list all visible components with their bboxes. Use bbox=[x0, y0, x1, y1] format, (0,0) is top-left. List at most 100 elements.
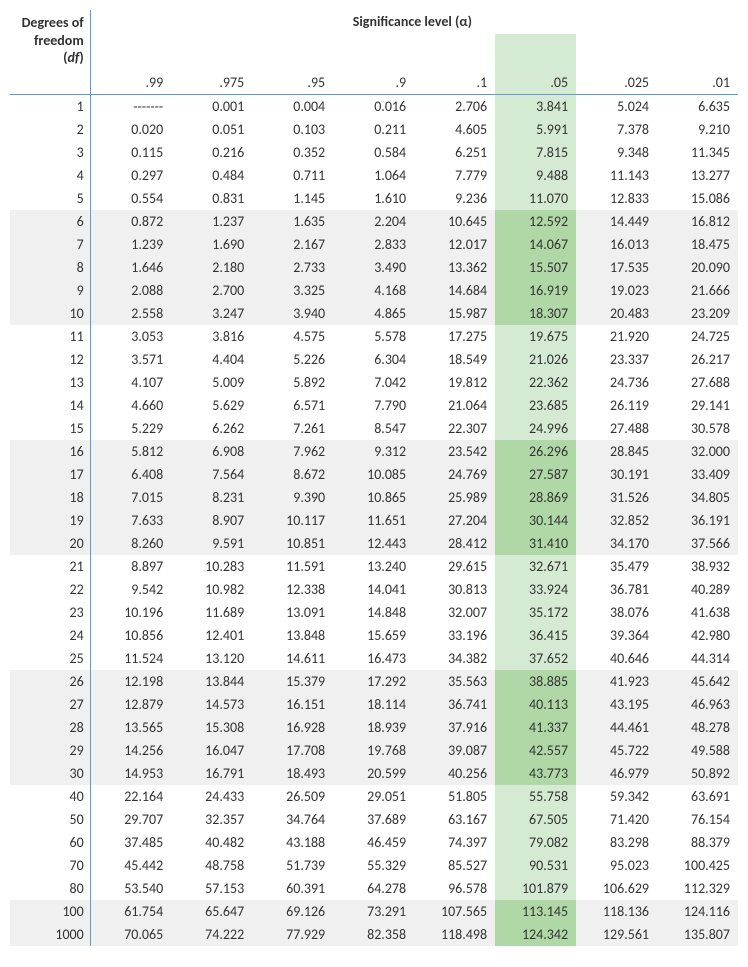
value-cell: 38.885 bbox=[495, 670, 576, 693]
value-cell: 35.563 bbox=[414, 670, 495, 693]
value-cell: 70.065 bbox=[90, 923, 171, 946]
table-body: 1-------0.0010.0040.0162.7063.8415.0246.… bbox=[10, 95, 738, 947]
alpha-header: .05 bbox=[495, 34, 576, 95]
value-cell: 16.928 bbox=[252, 716, 333, 739]
df-label-line1: Degrees of bbox=[22, 14, 84, 31]
value-cell: 32.357 bbox=[171, 808, 252, 831]
value-cell: 15.507 bbox=[495, 256, 576, 279]
value-cell: 15.987 bbox=[414, 302, 495, 325]
value-cell: 51.805 bbox=[414, 785, 495, 808]
df-cell: 3 bbox=[10, 141, 90, 164]
value-cell: 36.781 bbox=[576, 578, 657, 601]
value-cell: 16.151 bbox=[252, 693, 333, 716]
value-cell: 16.047 bbox=[171, 739, 252, 762]
value-cell: 45.442 bbox=[90, 854, 171, 877]
value-cell: 27.488 bbox=[576, 417, 657, 440]
value-cell: 17.535 bbox=[576, 256, 657, 279]
value-cell: 7.015 bbox=[90, 486, 171, 509]
value-cell: 19.768 bbox=[333, 739, 414, 762]
value-cell: 5.229 bbox=[90, 417, 171, 440]
table-row: 187.0158.2319.39010.86525.98928.86931.52… bbox=[10, 486, 738, 509]
value-cell: 0.020 bbox=[90, 118, 171, 141]
value-cell: 13.120 bbox=[171, 647, 252, 670]
value-cell: 9.591 bbox=[171, 532, 252, 555]
value-cell: 37.485 bbox=[90, 831, 171, 854]
value-cell: 40.113 bbox=[495, 693, 576, 716]
df-cell: 7 bbox=[10, 233, 90, 256]
df-cell: 10 bbox=[10, 302, 90, 325]
value-cell: 34.805 bbox=[657, 486, 738, 509]
table-row: 2410.85612.40113.84815.65933.19636.41539… bbox=[10, 624, 738, 647]
value-cell: 51.739 bbox=[252, 854, 333, 877]
value-cell: 40.289 bbox=[657, 578, 738, 601]
df-cell: 1 bbox=[10, 95, 90, 119]
value-cell: 46.979 bbox=[576, 762, 657, 785]
value-cell: 35.172 bbox=[495, 601, 576, 624]
value-cell: 19.023 bbox=[576, 279, 657, 302]
value-cell: 38.932 bbox=[657, 555, 738, 578]
value-cell: 32.007 bbox=[414, 601, 495, 624]
value-cell: 107.565 bbox=[414, 900, 495, 923]
value-cell: 45.722 bbox=[576, 739, 657, 762]
value-cell: 5.226 bbox=[252, 348, 333, 371]
value-cell: 5.991 bbox=[495, 118, 576, 141]
value-cell: 43.773 bbox=[495, 762, 576, 785]
table-row: 60.8721.2371.6352.20410.64512.59214.4491… bbox=[10, 210, 738, 233]
table-row: 92.0882.7003.3254.16814.68416.91919.0232… bbox=[10, 279, 738, 302]
value-cell: 2.204 bbox=[333, 210, 414, 233]
value-cell: 2.558 bbox=[90, 302, 171, 325]
table-row: 8053.54057.15360.39164.27896.578101.8791… bbox=[10, 877, 738, 900]
df-cell: 14 bbox=[10, 394, 90, 417]
value-cell: 0.103 bbox=[252, 118, 333, 141]
value-cell: 41.923 bbox=[576, 670, 657, 693]
value-cell: 8.897 bbox=[90, 555, 171, 578]
value-cell: 40.482 bbox=[171, 831, 252, 854]
value-cell: 37.689 bbox=[333, 808, 414, 831]
value-cell: 14.848 bbox=[333, 601, 414, 624]
value-cell: 69.126 bbox=[252, 900, 333, 923]
value-cell: 14.611 bbox=[252, 647, 333, 670]
value-cell: 26.509 bbox=[252, 785, 333, 808]
value-cell: 90.531 bbox=[495, 854, 576, 877]
alpha-header: .99 bbox=[90, 34, 171, 95]
value-cell: 1.237 bbox=[171, 210, 252, 233]
value-cell: 4.168 bbox=[333, 279, 414, 302]
value-cell: 0.211 bbox=[333, 118, 414, 141]
value-cell: 13.848 bbox=[252, 624, 333, 647]
value-cell: 5.892 bbox=[252, 371, 333, 394]
df-cell: 50 bbox=[10, 808, 90, 831]
value-cell: 7.564 bbox=[171, 463, 252, 486]
df-cell: 21 bbox=[10, 555, 90, 578]
value-cell: 9.348 bbox=[576, 141, 657, 164]
value-cell: 10.645 bbox=[414, 210, 495, 233]
value-cell: 31.526 bbox=[576, 486, 657, 509]
value-cell: 40.256 bbox=[414, 762, 495, 785]
value-cell: 0.004 bbox=[252, 95, 333, 119]
value-cell: 11.591 bbox=[252, 555, 333, 578]
value-cell: 28.869 bbox=[495, 486, 576, 509]
value-cell: 0.554 bbox=[90, 187, 171, 210]
value-cell: 30.191 bbox=[576, 463, 657, 486]
value-cell: 34.764 bbox=[252, 808, 333, 831]
value-cell: 39.364 bbox=[576, 624, 657, 647]
value-cell: 2.180 bbox=[171, 256, 252, 279]
df-cell: 24 bbox=[10, 624, 90, 647]
value-cell: 1.239 bbox=[90, 233, 171, 256]
value-cell: 0.872 bbox=[90, 210, 171, 233]
table-row: 40.2970.4840.7111.0647.7799.48811.14313.… bbox=[10, 164, 738, 187]
value-cell: 9.236 bbox=[414, 187, 495, 210]
table-row: 123.5714.4045.2266.30418.54921.02623.337… bbox=[10, 348, 738, 371]
value-cell: 13.277 bbox=[657, 164, 738, 187]
value-cell: 4.660 bbox=[90, 394, 171, 417]
significance-title: Significance level (α) bbox=[90, 10, 738, 34]
value-cell: 2.088 bbox=[90, 279, 171, 302]
table-row: 102.5583.2473.9404.86515.98718.30720.483… bbox=[10, 302, 738, 325]
value-cell: 31.410 bbox=[495, 532, 576, 555]
table-row: 134.1075.0095.8927.04219.81222.36224.736… bbox=[10, 371, 738, 394]
value-cell: 63.167 bbox=[414, 808, 495, 831]
df-header: Degrees of freedom (df) bbox=[10, 10, 90, 95]
value-cell: 29.141 bbox=[657, 394, 738, 417]
value-cell: 25.989 bbox=[414, 486, 495, 509]
table-row: 218.89710.28311.59113.24029.61532.67135.… bbox=[10, 555, 738, 578]
table-row: 2612.19813.84415.37917.29235.56338.88541… bbox=[10, 670, 738, 693]
